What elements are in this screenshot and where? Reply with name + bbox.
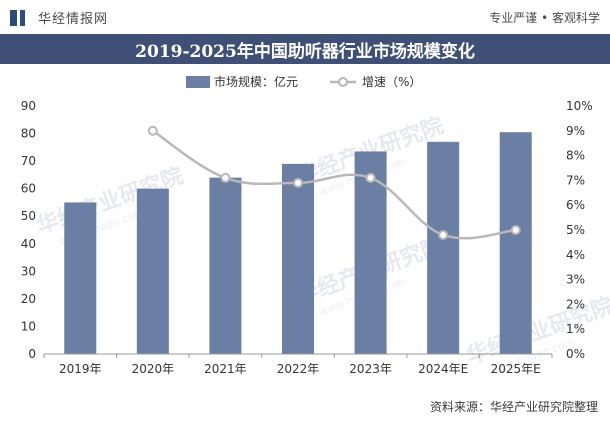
y2-tick-label: 2% bbox=[566, 297, 585, 311]
x-tick-label: 2020年 bbox=[132, 362, 175, 376]
growth-point bbox=[510, 225, 521, 235]
y2-tick-label: 9% bbox=[566, 124, 585, 138]
y-tick-label: 60 bbox=[21, 182, 36, 196]
growth-point bbox=[293, 177, 303, 188]
y-tick-label: 40 bbox=[21, 237, 36, 251]
growth-point bbox=[438, 229, 449, 240]
y2-tick-label: 1% bbox=[566, 322, 585, 336]
chart-title-band: 2019-2025年中国助听器行业市场规模变化 bbox=[0, 34, 610, 64]
y2-tick-label: 3% bbox=[566, 273, 585, 287]
y2-tick-label: 7% bbox=[566, 173, 585, 187]
tagline: 专业严谨 • 客观科学 bbox=[489, 11, 600, 25]
site-name: 华经情报网 bbox=[38, 12, 109, 27]
y-tick-label: 0 bbox=[28, 347, 36, 361]
y2-tick-label: 6% bbox=[566, 198, 585, 212]
y-tick-label: 30 bbox=[21, 264, 36, 278]
y-tick-label: 50 bbox=[21, 209, 36, 223]
y2-tick-label: 5% bbox=[566, 223, 585, 237]
bar-2019年 bbox=[64, 202, 97, 354]
y-tick-label: 20 bbox=[21, 292, 36, 306]
x-axis: 2019年 2020年 2021年 2022年 2023年 2024年E 2025年E bbox=[43, 353, 553, 376]
legend-label-bar: 市场规模：亿元 bbox=[214, 74, 298, 89]
logo-icon bbox=[10, 9, 32, 26]
chart: 华经产业研究院www.huaon.com华经产业研究院www.huaon.com… bbox=[21, 74, 610, 379]
legend-swatch-bar bbox=[186, 76, 210, 88]
growth-line-series bbox=[147, 125, 521, 240]
x-tick-label: 2023年 bbox=[349, 362, 392, 376]
top-bar: 华经情报网 专业严谨 • 客观科学 bbox=[0, 0, 610, 34]
bar-2025年E bbox=[499, 132, 532, 354]
bar-2021年 bbox=[209, 177, 242, 354]
bar-2020年 bbox=[136, 188, 169, 354]
y2-tick-label: 10% bbox=[566, 99, 593, 113]
x-tick-label: 2025年E bbox=[491, 362, 541, 376]
legend: 市场规模：亿元 增速（%） bbox=[186, 74, 421, 89]
chart-title: 2019-2025年中国助听器行业市场规模变化 bbox=[135, 41, 475, 62]
x-tick-label: 2024年E bbox=[418, 362, 468, 376]
y-axis-right: 0% 1% 2% 3% 4% 5% 6% 7% 8% 9% 10% bbox=[566, 99, 593, 361]
x-tick-label: 2022年 bbox=[277, 362, 320, 376]
growth-point bbox=[220, 172, 231, 183]
y-axis-left: 0 10 20 30 40 50 60 70 80 90 bbox=[21, 99, 36, 361]
growth-point bbox=[147, 125, 158, 136]
legend-label-line: 增速（%） bbox=[362, 75, 421, 89]
growth-point bbox=[365, 172, 376, 183]
y-tick-label: 80 bbox=[21, 127, 36, 141]
bar-2022年 bbox=[282, 163, 314, 354]
source-note: 资料来源：华经产业研究院整理 bbox=[429, 400, 598, 414]
brand-logo: 华经情报网 bbox=[10, 8, 108, 27]
x-tick-label: 2021年 bbox=[204, 362, 247, 376]
y2-tick-label: 8% bbox=[566, 149, 585, 163]
y-tick-label: 10 bbox=[21, 319, 36, 333]
y-tick-label: 90 bbox=[21, 99, 36, 113]
bar-series bbox=[64, 132, 532, 354]
bar-2024年E bbox=[427, 141, 460, 354]
bar-2023年 bbox=[354, 151, 387, 354]
y-tick-label: 70 bbox=[21, 154, 36, 168]
y2-tick-label: 0% bbox=[566, 347, 585, 361]
x-tick-label: 2019年 bbox=[59, 362, 102, 376]
legend-marker-line bbox=[338, 77, 348, 87]
y2-tick-label: 4% bbox=[566, 248, 585, 262]
